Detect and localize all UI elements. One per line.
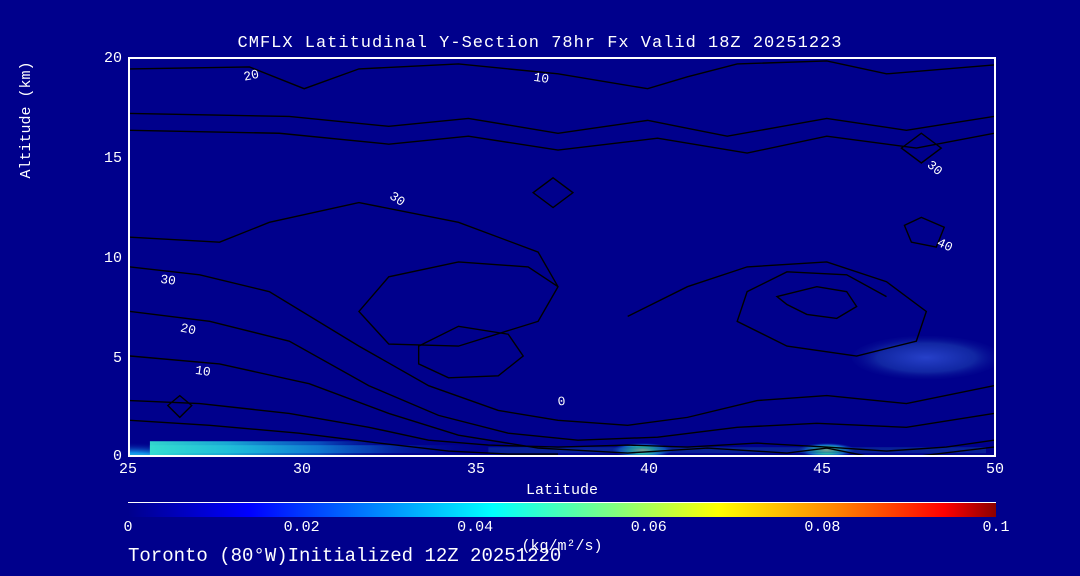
colorbar-gradient xyxy=(128,502,996,517)
ytick-15: 15 xyxy=(98,150,122,167)
cb-tick-4: 0.08 xyxy=(804,519,840,536)
x-axis-label: Latitude xyxy=(128,482,996,499)
y-axis-label: Altitude (km) xyxy=(18,55,35,185)
svg-text:30: 30 xyxy=(924,158,946,179)
ytick-20: 20 xyxy=(98,50,122,67)
cb-tick-2: 0.04 xyxy=(457,519,493,536)
svg-text:0: 0 xyxy=(557,394,566,410)
colorbar-ticks: 0 0.02 0.04 0.06 0.08 0.1 xyxy=(128,517,996,537)
svg-text:10: 10 xyxy=(194,363,211,380)
root: CMFLX Latitudinal Y-Section 78hr Fx Vali… xyxy=(0,0,1080,576)
svg-text:30: 30 xyxy=(159,272,176,289)
ytick-10: 10 xyxy=(98,250,122,267)
chart-title: CMFLX Latitudinal Y-Section 78hr Fx Vali… xyxy=(0,34,1080,53)
svg-text:40: 40 xyxy=(935,235,955,255)
xtick-35: 35 xyxy=(461,461,491,478)
svg-text:10: 10 xyxy=(533,70,550,87)
colorbar-container: 0 0.02 0.04 0.06 0.08 0.1 xyxy=(128,502,996,537)
cb-tick-3: 0.06 xyxy=(631,519,667,536)
ytick-5: 5 xyxy=(98,350,122,367)
svg-text:20: 20 xyxy=(242,67,260,85)
cb-tick-0: 0 xyxy=(123,519,132,536)
xtick-40: 40 xyxy=(634,461,664,478)
cb-tick-1: 0.02 xyxy=(284,519,320,536)
xtick-50: 50 xyxy=(980,461,1010,478)
xtick-30: 30 xyxy=(287,461,317,478)
xtick-25: 25 xyxy=(113,461,143,478)
svg-text:30: 30 xyxy=(387,189,408,210)
contour-lines-layer: 20 10 30 40 30 40 0 30 20 10 20 xyxy=(130,59,994,455)
svg-text:20: 20 xyxy=(179,321,197,339)
xtick-45: 45 xyxy=(807,461,837,478)
footer-text: Toronto (80°W)Initialized 12Z 20251220 xyxy=(128,545,728,567)
cb-tick-5: 0.1 xyxy=(982,519,1009,536)
plot-area: 20 10 30 40 30 40 0 30 20 10 20 xyxy=(128,57,996,457)
